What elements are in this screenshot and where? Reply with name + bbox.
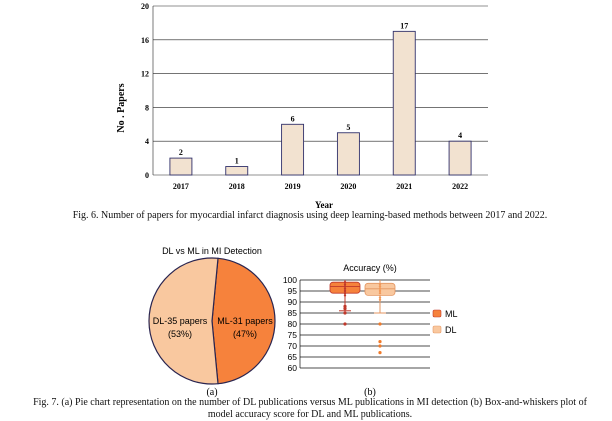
box-point	[378, 285, 382, 288]
box-outlier	[343, 322, 347, 326]
bar-2017	[169, 157, 193, 176]
pie-pct-ml: (47%)	[233, 329, 257, 339]
bar-data-label: 2	[179, 148, 183, 157]
bar-chart-y-axis-label: No . Papers	[116, 83, 127, 132]
box-series-ml	[329, 280, 361, 326]
pie-chart-slices	[148, 257, 276, 385]
pie-chart: DL vs ML in MI Detection DL-35 papers (5…	[148, 246, 276, 398]
box-point	[378, 292, 382, 295]
bar-chart-x-axis-label: Year	[315, 200, 333, 210]
figure-7-caption: Fig. 7. (a) Pie chart representation on …	[30, 397, 590, 421]
bar-y-tick-label: 8	[145, 103, 149, 112]
box-plot-gridlines	[299, 279, 430, 369]
box-outlier	[378, 344, 382, 348]
bar-y-tick-label: 4	[145, 137, 149, 146]
legend-swatch-ml	[432, 309, 442, 318]
box-y-tick-label: 60	[288, 363, 298, 373]
box-point	[378, 283, 382, 286]
bar-data-label: 6	[291, 114, 295, 123]
bar-x-tick-label: 2021	[396, 182, 412, 191]
box-y-tick-label: 70	[288, 341, 298, 351]
box-outlier	[343, 307, 347, 311]
legend-label-ml: ML	[445, 309, 458, 319]
bar-2019	[281, 123, 305, 176]
bar-data-label: 4	[458, 131, 462, 140]
bar-chart-gridlines	[152, 5, 488, 176]
box-point	[378, 298, 382, 301]
box-y-tick-label: 90	[288, 297, 298, 307]
box-outlier	[343, 311, 347, 315]
pie-slice-dl	[148, 257, 219, 385]
box-outlier	[378, 340, 382, 344]
figure-7-caption-line-1: Fig. 7. (a) Pie chart representation on …	[33, 397, 587, 408]
box-point	[343, 289, 347, 293]
bar-y-tick-label: 16	[141, 36, 149, 45]
box-point	[343, 294, 347, 297]
figure-6-caption: Fig. 6. Number of papers for myocardial …	[72, 210, 548, 221]
box-point	[343, 281, 347, 284]
box-point	[378, 287, 382, 290]
bar-chart-bars: 2 1 6 5 17 4	[169, 21, 472, 176]
box-point	[378, 289, 382, 293]
box-plot-series	[329, 280, 396, 355]
bar-chart-x-ticks: 2017 2018 2019 2020 2021 2022	[173, 182, 468, 191]
bar-y-tick-label: 12	[141, 70, 149, 79]
box-plot-legend: ML DL	[432, 309, 458, 335]
figure-7-caption-line-2: model accuracy score for DL and ML publi…	[207, 409, 413, 420]
box-y-tick-label: 100	[283, 275, 297, 285]
bar-x-tick-label: 2020	[340, 182, 356, 191]
bar-data-label: 17	[400, 21, 408, 30]
bar-x-tick-label: 2017	[173, 182, 189, 191]
box-plot-title: Accuracy (%)	[343, 263, 397, 273]
box-point	[343, 283, 347, 286]
bar-y-tick-label: 0	[145, 171, 149, 180]
bar-y-tick-label: 20	[141, 2, 149, 11]
box-outlier	[378, 351, 382, 355]
box-y-tick-label: 95	[288, 286, 298, 296]
bar-2018	[225, 166, 249, 176]
pie-label-dl: DL-35 papers	[153, 316, 208, 326]
pie-slice-ml	[211, 257, 276, 385]
box-series-dl	[364, 280, 396, 355]
box-y-tick-label: 65	[288, 352, 298, 362]
subfigure-label-a: (a)	[206, 387, 217, 398]
bar-2022	[448, 140, 472, 176]
legend-swatch-dl	[432, 325, 442, 334]
box-outlier	[343, 304, 347, 308]
bar-x-tick-label: 2019	[285, 182, 301, 191]
pie-chart-title: DL vs ML in MI Detection	[162, 246, 262, 256]
bar-x-tick-label: 2022	[452, 182, 468, 191]
legend-label-dl: DL	[445, 325, 457, 335]
box-outlier	[378, 322, 382, 326]
box-y-tick-label: 85	[288, 308, 298, 318]
box-point	[343, 287, 347, 290]
bar-x-tick-label: 2018	[229, 182, 245, 191]
box-point	[343, 292, 347, 295]
box-y-tick-label: 75	[288, 330, 298, 340]
bar-data-label: 5	[346, 123, 350, 132]
box-point	[343, 285, 347, 288]
box-y-tick-label: 80	[288, 319, 298, 329]
bar-2021	[392, 30, 416, 176]
pie-pct-dl: (53%)	[168, 329, 192, 339]
subfigure-label-b: (b)	[364, 387, 376, 398]
bar-data-label: 1	[235, 157, 239, 166]
bar-2020	[336, 132, 360, 176]
pie-label-ml: ML-31 papers	[217, 316, 273, 326]
bar-chart-y-ticks: 0 4 8 12 16 20	[141, 2, 149, 180]
box-point	[378, 296, 382, 299]
